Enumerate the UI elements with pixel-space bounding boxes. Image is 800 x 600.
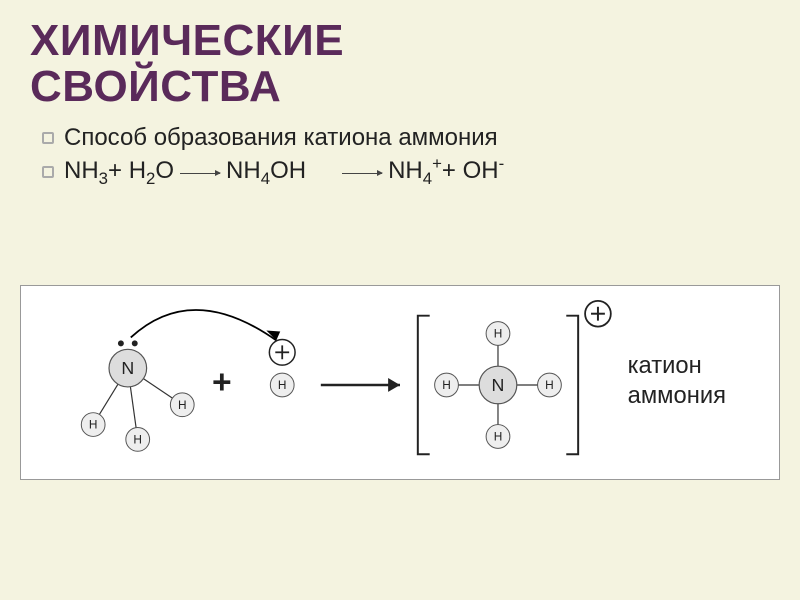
- atom-h-label: H: [278, 378, 287, 392]
- atom-h-label: H: [494, 429, 503, 443]
- nh4-cation: N H H H H: [418, 301, 611, 454]
- eqn-plus-oh: + OH-: [442, 154, 504, 185]
- bullet-row-2: NH3 + H2O NH4OH NH4+ + OH-: [42, 154, 800, 189]
- slide-title: ХИМИЧЕСКИЕ СВОЙСТВА: [0, 0, 800, 110]
- eqn-nh4oh: NH4OH: [226, 157, 306, 189]
- reaction-arrow-head: [388, 378, 400, 392]
- curve-arrow: [131, 310, 276, 340]
- atom-h-label: H: [494, 327, 503, 341]
- atom-n-label: N: [492, 375, 505, 395]
- arrow-icon: [180, 173, 220, 175]
- atom-h-label: H: [178, 398, 187, 412]
- bullets-area: Способ образования катиона аммония NH3 +…: [0, 110, 800, 189]
- equation: NH3 + H2O NH4OH NH4+ + OH-: [64, 154, 504, 189]
- plus-sign: +: [212, 364, 232, 401]
- diagram-box: N H H H + H: [20, 285, 780, 480]
- atom-h-label: H: [545, 378, 554, 392]
- nh3-molecule: N H H H: [81, 340, 194, 451]
- h-plus-ion: H: [269, 339, 295, 396]
- atom-h-label: H: [133, 432, 142, 446]
- title-line-2: СВОЙСТВА: [30, 62, 281, 111]
- eqn-nh4plus: NH4+: [388, 154, 442, 189]
- reaction-diagram: N H H H + H: [21, 286, 779, 479]
- cation-label-2: аммония: [628, 382, 726, 409]
- bullet-icon: [42, 132, 54, 144]
- atom-n-label: N: [121, 358, 134, 378]
- eqn-nh3: NH3: [64, 157, 108, 189]
- cation-label-1: катион: [628, 352, 702, 379]
- title-line-1: ХИМИЧЕСКИЕ: [30, 16, 344, 65]
- bullet-icon: [42, 166, 54, 178]
- eqn-plus-h2o: + H2O: [108, 157, 174, 189]
- bullet-row-1: Способ образования катиона аммония: [42, 124, 800, 152]
- atom-h-label: H: [89, 418, 98, 432]
- bullet-1-text: Способ образования катиона аммония: [64, 124, 498, 152]
- arrow-icon: [342, 173, 382, 175]
- atom-h-label: H: [442, 378, 451, 392]
